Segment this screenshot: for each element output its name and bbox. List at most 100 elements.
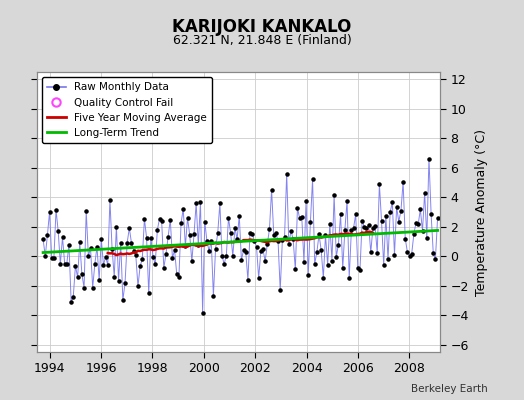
Point (265, 226, 274, 232)
Point (332, 254, 341, 260)
Point (321, 232, 330, 238)
Point (274, 238, 282, 244)
Point (54, 228, 62, 234)
Point (345, 275, 353, 281)
Point (328, 258, 336, 264)
Point (95, 277, 103, 283)
Point (302, 197, 310, 204)
Point (392, 204, 401, 210)
Point (177, 220, 185, 226)
Point (319, 275, 328, 281)
Point (39, 236, 47, 242)
Point (112, 224, 121, 230)
Point (127, 240, 136, 246)
Point (244, 277, 252, 283)
Point (341, 226, 349, 233)
Point (356, 266, 364, 273)
Point (188, 258, 196, 264)
Point (218, 253, 226, 260)
Point (429, 250, 438, 256)
Point (317, 247, 325, 254)
Point (239, 247, 248, 253)
Point (425, 156, 433, 162)
Point (89, 284, 97, 291)
Point (352, 211, 360, 218)
Point (237, 257, 246, 263)
Point (108, 246, 116, 252)
Point (399, 179, 407, 185)
Y-axis label: Temperature Anomaly (°C): Temperature Anomaly (°C) (475, 128, 487, 296)
Point (41, 253, 49, 259)
Text: Berkeley Earth: Berkeley Earth (411, 384, 487, 394)
Point (199, 310, 207, 316)
Point (423, 235, 431, 241)
Point (416, 206, 424, 213)
Point (211, 246, 220, 252)
Point (308, 176, 316, 182)
Point (106, 196, 114, 203)
Point (325, 221, 334, 227)
Point (347, 227, 356, 234)
Point (403, 249, 412, 255)
Point (69, 293, 78, 300)
Point (58, 234, 67, 240)
Point (91, 261, 99, 267)
Point (375, 181, 384, 187)
Point (343, 198, 351, 204)
Point (362, 224, 370, 231)
Point (97, 236, 105, 242)
Point (311, 260, 319, 267)
Point (118, 297, 127, 303)
Point (300, 259, 308, 265)
Point (104, 262, 112, 268)
Point (280, 234, 289, 240)
Point (293, 205, 302, 211)
Point (373, 250, 381, 256)
Point (132, 252, 140, 258)
Point (155, 216, 163, 222)
Point (412, 219, 420, 226)
Point (205, 248, 213, 254)
Point (129, 247, 138, 254)
Point (235, 213, 244, 219)
Point (134, 283, 142, 290)
Point (125, 225, 134, 231)
Point (339, 265, 347, 272)
Point (313, 249, 321, 256)
Point (289, 236, 297, 243)
Point (431, 256, 440, 262)
Point (298, 214, 306, 220)
Point (377, 218, 386, 224)
Point (261, 258, 269, 264)
Point (384, 256, 392, 262)
Point (222, 252, 231, 259)
Point (354, 264, 362, 271)
Point (174, 274, 183, 280)
Point (190, 231, 198, 238)
Point (114, 278, 123, 284)
Point (52, 207, 60, 213)
Point (216, 200, 224, 207)
Point (427, 211, 435, 217)
Point (336, 211, 345, 218)
Point (369, 225, 377, 231)
Point (56, 261, 64, 267)
Point (233, 236, 242, 242)
Point (164, 234, 172, 240)
Point (170, 247, 179, 253)
Point (364, 222, 373, 228)
Point (71, 262, 80, 269)
Point (110, 273, 118, 280)
Point (248, 231, 256, 237)
Point (50, 255, 58, 261)
Point (46, 208, 54, 215)
Point (282, 170, 291, 177)
Point (60, 260, 69, 267)
Point (147, 235, 155, 241)
Point (420, 189, 429, 196)
Point (334, 241, 343, 248)
Point (160, 265, 168, 271)
Point (388, 199, 397, 206)
Point (390, 252, 399, 258)
Point (296, 215, 304, 222)
